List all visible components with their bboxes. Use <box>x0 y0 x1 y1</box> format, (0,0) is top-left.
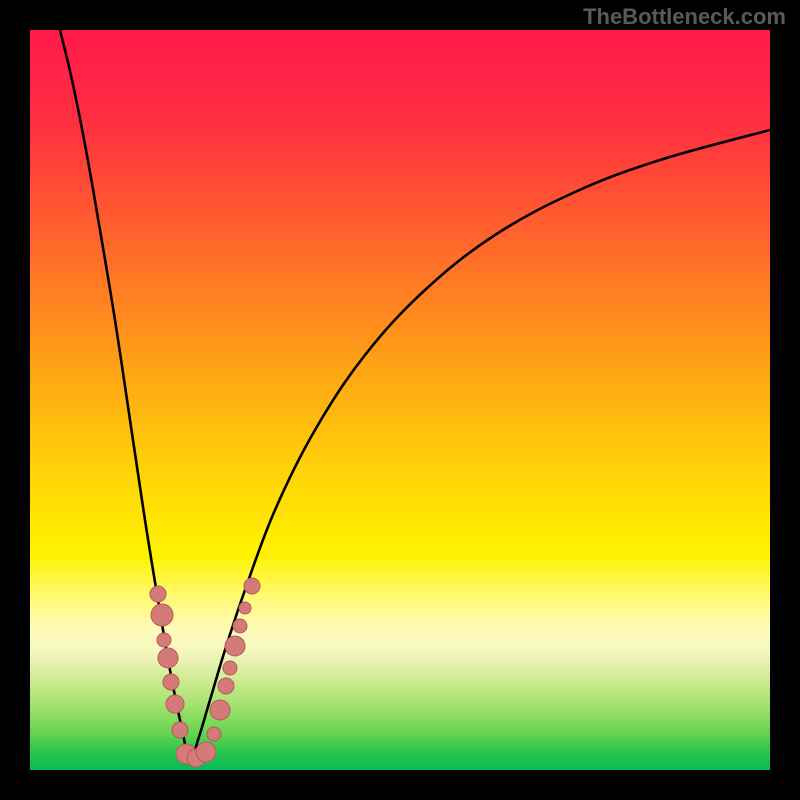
data-marker <box>225 636 245 656</box>
data-marker <box>166 695 184 713</box>
watermark: TheBottleneck.com <box>583 4 786 30</box>
data-marker <box>150 586 166 602</box>
data-marker <box>218 678 234 694</box>
data-marker <box>157 633 171 647</box>
chart-container: TheBottleneck.com <box>0 0 800 800</box>
data-marker <box>239 602 251 614</box>
data-marker <box>158 648 178 668</box>
data-marker <box>196 742 216 762</box>
data-marker <box>207 727 221 741</box>
data-marker <box>163 674 179 690</box>
data-marker <box>151 604 173 626</box>
data-marker <box>233 619 247 633</box>
chart-svg <box>0 0 800 800</box>
data-marker <box>223 661 237 675</box>
data-marker <box>172 722 188 738</box>
data-marker <box>210 700 230 720</box>
data-marker <box>244 578 260 594</box>
